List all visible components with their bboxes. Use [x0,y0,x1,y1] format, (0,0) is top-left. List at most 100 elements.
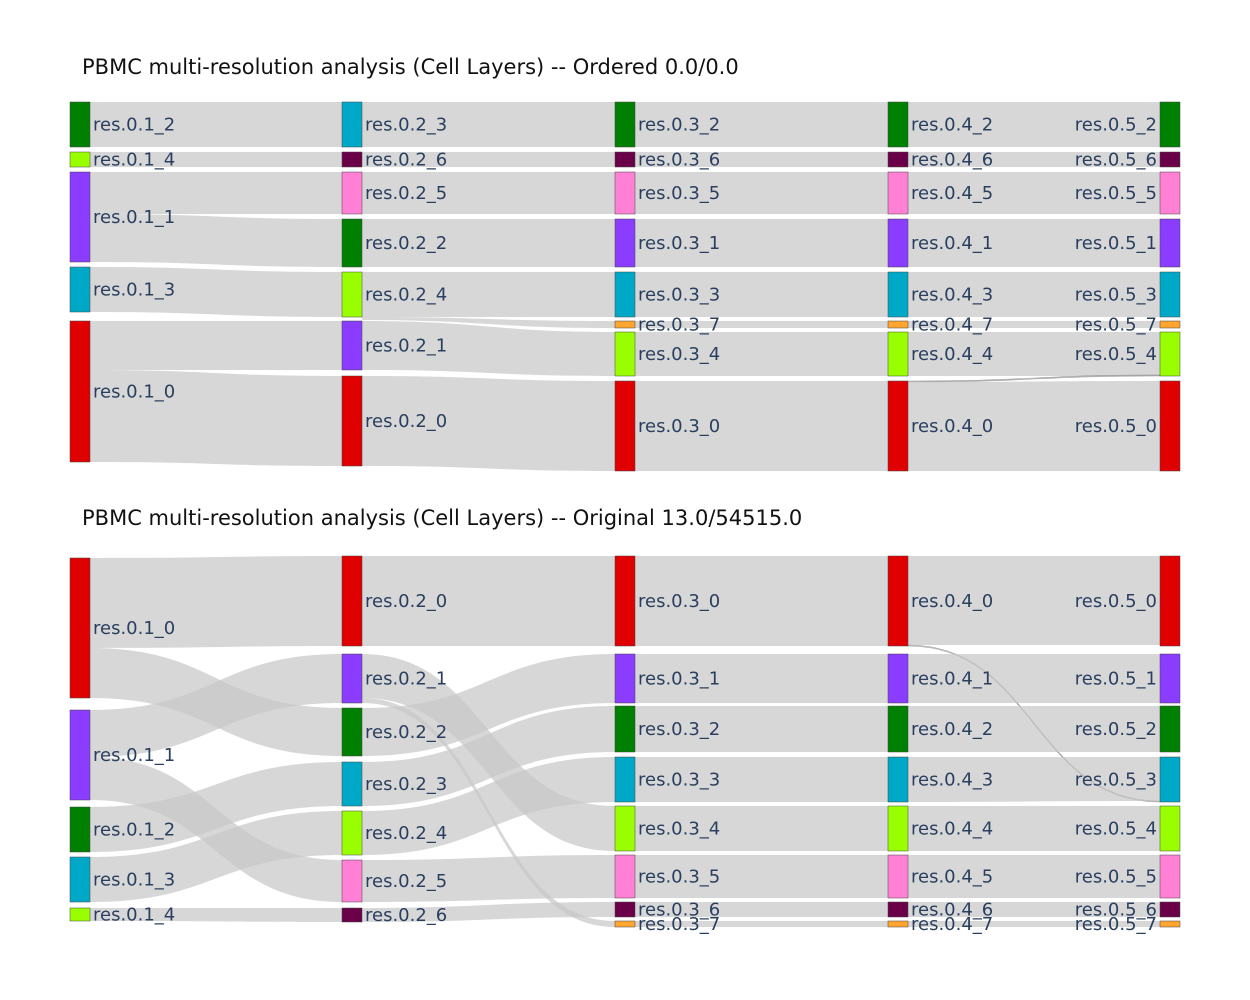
node-res.0.5_4[interactable] [1159,331,1181,377]
node-res.0.3_0[interactable] [614,380,636,472]
node-res.0.3_3[interactable] [614,756,636,803]
node-res.0.2_0[interactable] [341,375,363,467]
node-res.0.4_4[interactable] [887,805,909,852]
link-res.0.4_7-to-res.0.5_7 [908,921,1160,927]
node-label: res.0.4_6 [911,150,993,171]
node-res.0.5_0[interactable] [1159,380,1181,472]
node-label: res.0.5_4 [1075,819,1157,840]
node-res.0.2_3[interactable] [341,101,363,148]
link-res.0.3_1-to-res.0.4_1 [635,654,888,703]
node-res.0.2_3[interactable] [341,761,363,807]
node-res.0.4_5[interactable] [887,171,909,215]
node-res.0.5_1[interactable] [1159,218,1181,268]
node-res.0.3_2[interactable] [614,705,636,753]
node-res.0.5_7[interactable] [1159,920,1181,928]
panel-2-title: PBMC multi-resolution analysis (Cell Lay… [82,506,803,530]
node-res.0.4_3[interactable] [887,271,909,318]
node-res.0.1_1[interactable] [69,709,91,801]
node-res.0.4_4[interactable] [887,331,909,377]
node-res.0.3_5[interactable] [614,854,636,899]
node-res.0.5_2[interactable] [1159,101,1181,148]
node-res.0.2_5[interactable] [341,171,363,215]
node-res.0.3_2[interactable] [614,101,636,148]
node-label: res.0.1_3 [93,870,175,891]
link-res.0.3_7-to-res.0.4_7 [635,921,888,927]
node-res.0.4_2[interactable] [887,705,909,753]
node-res.0.2_4[interactable] [341,810,363,856]
node-res.0.5_3[interactable] [1159,271,1181,318]
link-res.0.2_2-to-res.0.3_1 [362,654,615,756]
node-label: res.0.5_5 [1075,183,1157,204]
node-res.0.2_4[interactable] [341,271,363,318]
node-res.0.3_4[interactable] [614,805,636,852]
node-res.0.5_4[interactable] [1159,805,1181,852]
node-res.0.4_6[interactable] [887,151,909,168]
node-res.0.5_5[interactable] [1159,171,1181,215]
node-res.0.5_2[interactable] [1159,705,1181,753]
node-label: res.0.2_6 [365,150,447,171]
node-res.0.3_7[interactable] [614,320,636,329]
node-res.0.3_1[interactable] [614,653,636,704]
node-res.0.1_2[interactable] [69,806,91,853]
node-res.0.3_4[interactable] [614,331,636,377]
node-res.0.5_7[interactable] [1159,320,1181,329]
node-res.0.2_0[interactable] [341,555,363,647]
node-res.0.4_7[interactable] [887,920,909,928]
node-label: res.0.4_0 [911,591,993,612]
node-res.0.1_4[interactable] [69,151,91,168]
node-res.0.1_3[interactable] [69,266,91,313]
node-res.0.3_1[interactable] [614,218,636,268]
node-label: res.0.4_1 [911,233,993,254]
node-res.0.2_5[interactable] [341,859,363,903]
node-res.0.1_4[interactable] [69,907,91,922]
node-res.0.3_5[interactable] [614,171,636,215]
link-res.0.2_2-to-res.0.3_1 [362,219,615,267]
node-res.0.3_6[interactable] [614,901,636,918]
node-label: res.0.4_3 [911,770,993,791]
node-res.0.4_3[interactable] [887,756,909,803]
link-res.0.2_3-to-res.0.3_2 [362,102,615,147]
node-res.0.5_6[interactable] [1159,901,1181,918]
node-res.0.2_1[interactable] [341,653,363,704]
node-res.0.3_6[interactable] [614,151,636,168]
panel-1-title: PBMC multi-resolution analysis (Cell Lay… [82,55,739,79]
link-res.0.4_6-to-res.0.5_6 [908,152,1160,167]
link-res.0.2_6-to-res.0.3_6 [362,152,615,167]
node-res.0.3_0[interactable] [614,555,636,647]
link-res.0.3_4-to-res.0.4_4 [635,806,888,851]
node-label: res.0.4_5 [911,183,993,204]
node-res.0.1_0[interactable] [69,320,91,463]
node-res.0.4_6[interactable] [887,901,909,918]
node-label: res.0.2_0 [365,411,447,432]
node-res.0.4_0[interactable] [887,380,909,472]
node-res.0.1_2[interactable] [69,101,91,148]
node-res.0.4_7[interactable] [887,320,909,329]
node-res.0.3_7[interactable] [614,920,636,928]
link-res.0.2_0-to-res.0.3_0 [362,376,615,471]
node-res.0.5_3[interactable] [1159,756,1181,803]
node-res.0.2_2[interactable] [341,218,363,268]
node-res.0.4_5[interactable] [887,854,909,899]
node-res.0.4_1[interactable] [887,218,909,268]
node-res.0.2_6[interactable] [341,907,363,923]
node-res.0.4_2[interactable] [887,101,909,148]
node-res.0.1_0[interactable] [69,557,91,699]
node-res.0.5_0[interactable] [1159,555,1181,647]
node-res.0.5_5[interactable] [1159,854,1181,899]
node-res.0.2_2[interactable] [341,707,363,757]
node-label: res.0.5_2 [1075,719,1157,740]
link-res.0.4_4-to-res.0.5_4 [908,332,1160,376]
node-label: res.0.1_2 [93,115,175,136]
node-res.0.1_1[interactable] [69,171,91,263]
node-res.0.3_3[interactable] [614,271,636,318]
node-res.0.2_6[interactable] [341,151,363,168]
node-res.0.4_0[interactable] [887,555,909,647]
node-res.0.4_1[interactable] [887,653,909,704]
node-res.0.2_1[interactable] [341,320,363,371]
link-res.0.3_2-to-res.0.4_2 [635,102,888,147]
node-res.0.5_1[interactable] [1159,653,1181,704]
link-res.0.1_4-to-res.0.2_6 [90,908,342,922]
node-res.0.5_6[interactable] [1159,151,1181,168]
node-res.0.1_3[interactable] [69,856,91,903]
link-res.0.1_0-to-res.0.2_0 [90,370,342,466]
